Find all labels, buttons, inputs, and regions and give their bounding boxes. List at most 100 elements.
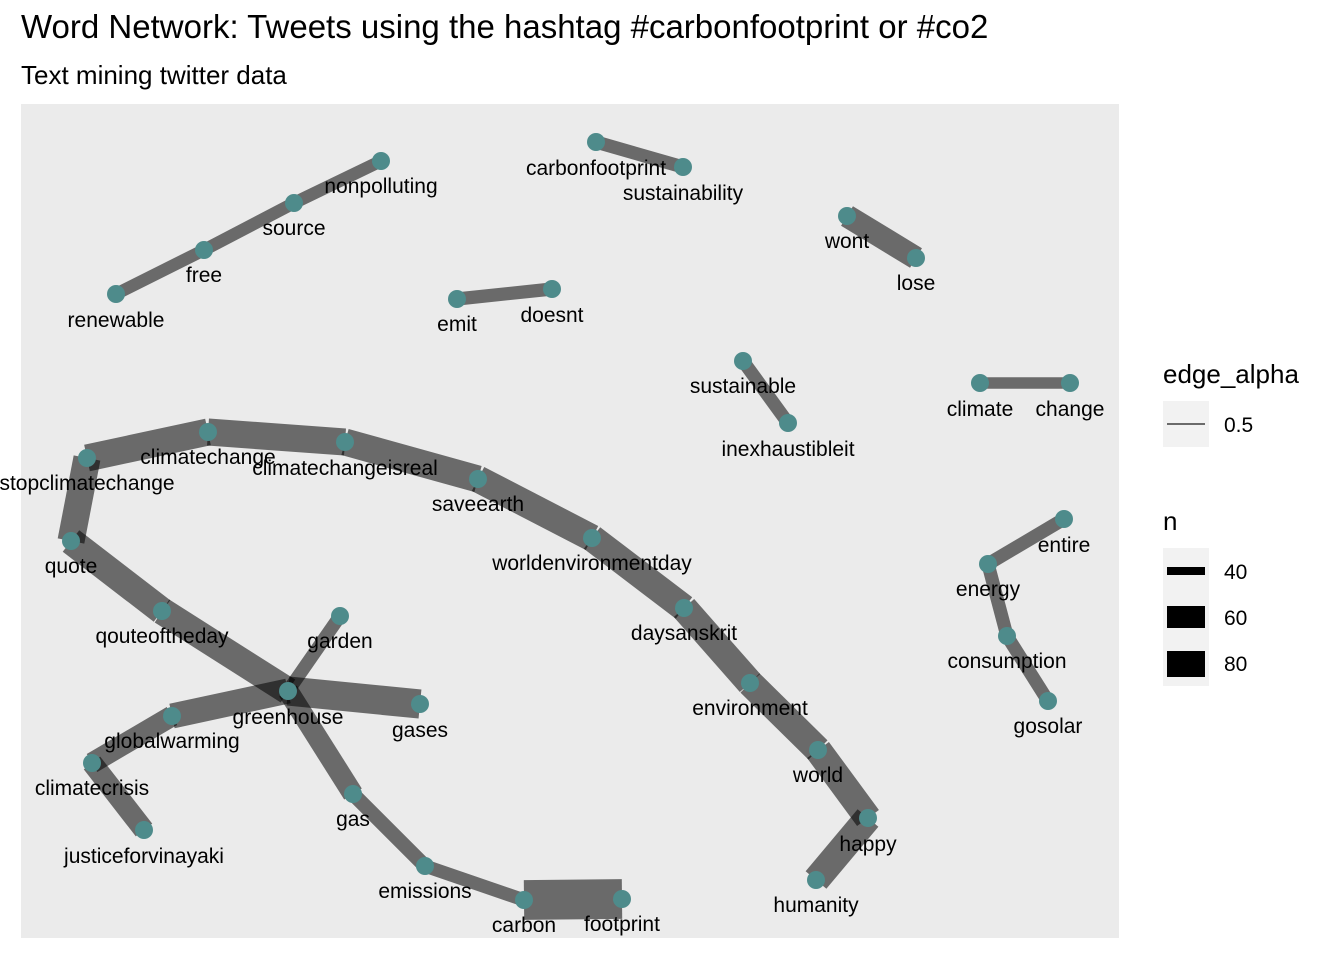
node-label-carbonfootprint: carbonfootprint bbox=[526, 157, 666, 180]
legend-n-swatch-80 bbox=[1167, 651, 1205, 677]
node-label-climatechangeisreal: climatechangeisreal bbox=[252, 457, 438, 480]
node-gases bbox=[411, 695, 429, 713]
legend-edge-alpha-title: edge_alpha bbox=[1163, 359, 1299, 389]
node-environment bbox=[741, 674, 759, 692]
node-label-sustainability: sustainability bbox=[623, 182, 744, 205]
edge-happy-humanity bbox=[805, 809, 879, 889]
edges-layer bbox=[57, 135, 1070, 920]
node-label-quote: quote bbox=[45, 555, 98, 578]
node-climatechange bbox=[199, 423, 217, 441]
node-label-greenhouse: greenhouse bbox=[233, 706, 344, 729]
node-label-footprint: footprint bbox=[584, 913, 660, 936]
node-label-globalwarming: globalwarming bbox=[104, 730, 239, 753]
node-label-carbon: carbon bbox=[492, 914, 556, 937]
node-label-inexhaustibleit: inexhaustibleit bbox=[721, 438, 854, 461]
node-gas bbox=[344, 785, 362, 803]
node-label-source: source bbox=[262, 217, 325, 240]
edge-consumption-gosolar bbox=[1001, 632, 1054, 705]
node-quote bbox=[62, 532, 80, 550]
node-label-emit: emit bbox=[437, 313, 477, 336]
node-humanity bbox=[807, 871, 825, 889]
edge-energy-consumption bbox=[981, 562, 1014, 638]
node-climatechangeisreal bbox=[336, 433, 354, 451]
edge-climatechange-climatechangeisreal bbox=[207, 418, 346, 456]
edge-stopclimatechange-climatechange bbox=[84, 418, 211, 472]
edge-stopclimatechange-quote bbox=[57, 455, 101, 544]
node-stopclimatechange bbox=[78, 449, 96, 467]
edge-source-free bbox=[201, 197, 297, 256]
legend-n-label-60: 60 bbox=[1224, 607, 1247, 630]
chart-title: Word Network: Tweets using the hashtag #… bbox=[21, 8, 989, 45]
edge-quote-qouteoftheday bbox=[62, 530, 171, 622]
legend-n-swatch-40 bbox=[1167, 567, 1205, 575]
node-label-happy: happy bbox=[839, 833, 897, 856]
node-label-climate: climate bbox=[947, 398, 1014, 421]
edge-gas-emissions bbox=[347, 788, 431, 872]
node-consumption bbox=[998, 627, 1016, 645]
node-label-gosolar: gosolar bbox=[1014, 715, 1083, 738]
legend-n-label-80: 80 bbox=[1224, 653, 1247, 676]
node-label-energy: energy bbox=[956, 578, 1021, 601]
edge-emissions-carbon bbox=[422, 859, 527, 907]
edge-saveearth-worldenvironmentday bbox=[471, 466, 599, 551]
node-worldenvironmentday bbox=[583, 529, 601, 547]
labels-layer: nonpollutingsourcefreerenewablecarbonfoo… bbox=[0, 157, 1104, 937]
node-label-justiceforvinayaki: justiceforvinayaki bbox=[63, 845, 224, 868]
edge-climatechangeisreal-saveearth bbox=[341, 428, 482, 493]
node-label-wont: wont bbox=[824, 230, 870, 253]
edge-environment-world bbox=[740, 673, 828, 760]
legend-n-swatch-60 bbox=[1167, 606, 1205, 628]
node-label-emissions: emissions bbox=[378, 880, 471, 903]
node-label-worldenvironmentday: worldenvironmentday bbox=[491, 552, 692, 575]
node-label-climatechange: climatechange bbox=[140, 446, 275, 469]
chart-subtitle: Text mining twitter data bbox=[21, 60, 287, 90]
node-label-renewable: renewable bbox=[68, 309, 165, 332]
node-justiceforvinayaki bbox=[135, 821, 153, 839]
node-label-world: world bbox=[792, 764, 843, 787]
edge-free-renewable bbox=[113, 244, 207, 300]
node-greenhouse bbox=[279, 682, 297, 700]
node-climatecrisis bbox=[83, 754, 101, 772]
node-change bbox=[1061, 374, 1079, 392]
node-label-nonpolluting: nonpolluting bbox=[324, 175, 437, 198]
node-energy bbox=[979, 555, 997, 573]
edge-climatecrisis-justiceforvinayaki bbox=[83, 756, 153, 837]
edge-carbonfootprint-sustainability bbox=[594, 135, 685, 174]
node-label-gases: gases bbox=[392, 719, 448, 742]
node-label-humanity: humanity bbox=[773, 894, 859, 917]
node-sustainability bbox=[674, 158, 692, 176]
node-garden bbox=[331, 607, 349, 625]
node-daysanskrit bbox=[675, 599, 693, 617]
node-world bbox=[809, 741, 827, 759]
node-emit bbox=[448, 290, 466, 308]
node-qouteoftheday bbox=[153, 602, 171, 620]
edge-worldenvironmentday-daysanskrit bbox=[583, 527, 693, 619]
node-saveearth bbox=[469, 470, 487, 488]
node-doesnt bbox=[543, 280, 561, 298]
legend-n-label-40: 40 bbox=[1224, 561, 1247, 584]
edge-entire-energy bbox=[984, 513, 1068, 570]
node-globalwarming bbox=[163, 707, 181, 725]
edge-qouteoftheday-greenhouse bbox=[154, 599, 296, 703]
legend-edge-alpha-value: 0.5 bbox=[1224, 414, 1253, 437]
node-lose bbox=[907, 249, 925, 267]
legend: edge_alpha 0.5 n 40 60 80 bbox=[1163, 359, 1299, 686]
node-entire bbox=[1055, 510, 1073, 528]
node-label-saveearth: saveearth bbox=[432, 493, 524, 516]
node-label-free: free bbox=[186, 264, 222, 287]
node-happy bbox=[859, 809, 877, 827]
edge-daysanskrit-environment bbox=[673, 599, 761, 692]
node-nonpolluting bbox=[372, 152, 390, 170]
edge-sustainable-inexhaustibleit bbox=[737, 357, 794, 427]
node-gosolar bbox=[1039, 692, 1057, 710]
node-emissions bbox=[416, 857, 434, 875]
node-carbonfootprint bbox=[587, 133, 605, 151]
node-label-doesnt: doesnt bbox=[520, 304, 583, 327]
node-label-daysanskrit: daysanskrit bbox=[631, 622, 737, 645]
node-carbon bbox=[515, 891, 533, 909]
node-renewable bbox=[107, 285, 125, 303]
node-label-qouteoftheday: qouteoftheday bbox=[95, 625, 229, 648]
node-source bbox=[285, 194, 303, 212]
node-label-stopclimatechange: stopclimatechange bbox=[0, 472, 175, 495]
